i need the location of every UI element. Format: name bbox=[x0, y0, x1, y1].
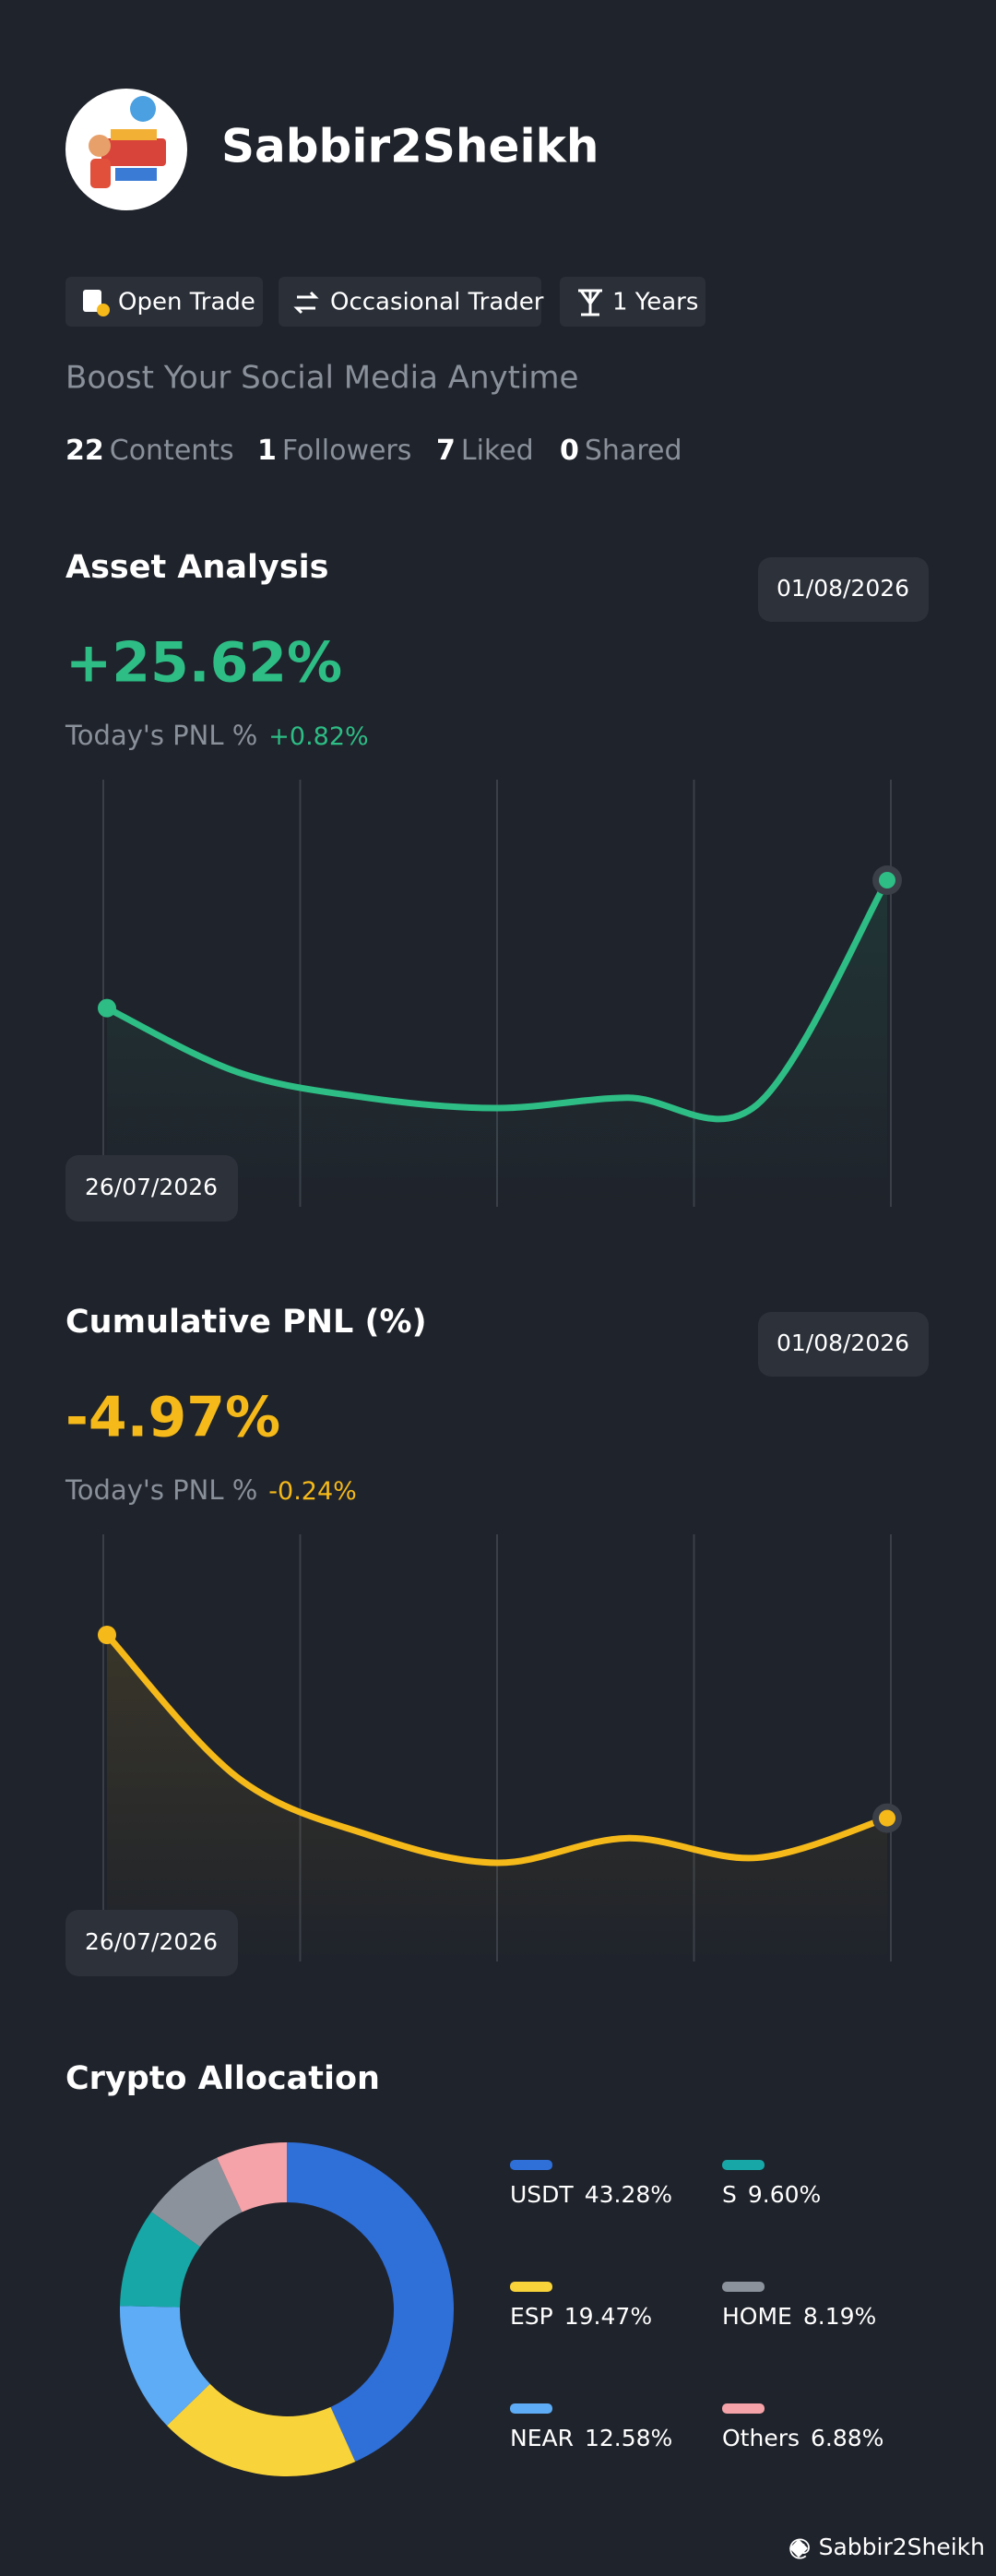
donut-slice bbox=[217, 2142, 287, 2212]
stat-value: 1 bbox=[257, 435, 277, 467]
legend-value: 6.88% bbox=[811, 2425, 883, 2451]
footer-handle: @ Sabbir2Sheikh bbox=[788, 2534, 985, 2560]
point bbox=[879, 1809, 895, 1827]
legend-entry: USDT 43.28% bbox=[510, 2181, 672, 2208]
stat-label: Shared bbox=[585, 435, 682, 467]
headline-value: -4.97% bbox=[65, 1386, 280, 1450]
date-badge bbox=[758, 1312, 929, 1377]
tag-label: 1 Years bbox=[612, 289, 698, 316]
legend-name: USDT bbox=[510, 2181, 574, 2208]
donut-slice bbox=[287, 2142, 454, 2463]
legend-value: 12.58% bbox=[585, 2425, 672, 2451]
tag-label: Occasional Trader bbox=[330, 289, 544, 316]
area bbox=[107, 880, 887, 1207]
stats: 22 Contents 1 Followers 7 Liked 0 Shared bbox=[65, 435, 682, 467]
donut-slice bbox=[151, 2157, 243, 2248]
tag: Occasional Trader bbox=[279, 277, 544, 327]
legend-swatch bbox=[510, 2160, 552, 2170]
stat-value: 0 bbox=[560, 435, 579, 467]
tag: Open Trade bbox=[65, 277, 263, 327]
point bbox=[98, 1626, 116, 1644]
footer: @ Sabbir2Sheikh bbox=[788, 2534, 985, 2560]
stat-value: 7 bbox=[436, 435, 456, 467]
legend-entry: S 9.60% bbox=[722, 2181, 821, 2208]
date-label: 26/07/2026 bbox=[85, 1928, 218, 1955]
donut-slice bbox=[120, 2212, 200, 2308]
legend-swatch bbox=[722, 2160, 765, 2170]
bio: Boost Your Social Media Anytime bbox=[65, 360, 578, 397]
avatar[interactable] bbox=[65, 89, 187, 210]
date-label: 26/07/2026 bbox=[85, 1174, 218, 1200]
headline-value: +25.62% bbox=[65, 631, 342, 696]
area bbox=[107, 1635, 887, 1962]
legend-entry: ESP 19.47% bbox=[510, 2303, 652, 2330]
stat: 0 Shared bbox=[560, 435, 682, 467]
date-badge bbox=[758, 557, 929, 622]
stat: 7 Liked bbox=[436, 435, 534, 467]
legend-name: NEAR bbox=[510, 2425, 574, 2451]
pnl-label: Today's PNL % bbox=[65, 1474, 257, 1506]
charts: Asset Analysis +25.62% Today's PNL % +0.82%… bbox=[65, 549, 929, 2476]
date-badge bbox=[65, 1910, 238, 1976]
legend-entry: HOME 8.19% bbox=[722, 2303, 876, 2330]
section-title: Crypto Allocation bbox=[65, 2060, 380, 2097]
stat-label: Contents bbox=[110, 435, 234, 467]
tag: 1 Years bbox=[560, 277, 706, 327]
stat: 1 Followers bbox=[257, 435, 411, 467]
legend-swatch bbox=[510, 2282, 552, 2292]
legend-name: S bbox=[722, 2181, 737, 2208]
legend-value: 8.19% bbox=[803, 2303, 876, 2330]
section-title: Asset Analysis bbox=[65, 549, 329, 586]
line bbox=[103, 1631, 891, 1866]
legend-swatch bbox=[722, 2403, 765, 2414]
point bbox=[879, 872, 895, 888]
legend-name: ESP bbox=[510, 2303, 553, 2330]
legend-value: 43.28% bbox=[585, 2181, 672, 2208]
pnl-change: +0.82% bbox=[268, 722, 368, 751]
date-label: 01/08/2026 bbox=[777, 575, 909, 602]
date-label: 01/08/2026 bbox=[777, 1330, 909, 1356]
legend-entry: NEAR 12.58% bbox=[510, 2425, 672, 2451]
section-title: Cumulative PNL (%) bbox=[65, 1304, 427, 1341]
legend-name: Others bbox=[722, 2425, 800, 2451]
stat-value: 22 bbox=[65, 435, 104, 467]
stat: 22 Contents bbox=[65, 435, 234, 467]
point bbox=[98, 998, 116, 1018]
tag-label: Open Trade bbox=[118, 289, 255, 316]
username: Sabbir2Sheikh bbox=[221, 120, 599, 173]
pnl-change: -0.24% bbox=[268, 1477, 357, 1506]
stat-label: Liked bbox=[461, 435, 534, 467]
pnl-line: Today's PNL % -0.24% bbox=[65, 1474, 357, 1506]
legend-swatch bbox=[510, 2403, 552, 2414]
legend-name: HOME bbox=[722, 2303, 792, 2330]
date-badge bbox=[65, 1155, 238, 1222]
legend-value: 9.60% bbox=[748, 2181, 821, 2208]
legend-entry: Others 6.88% bbox=[722, 2425, 883, 2451]
legend-swatch bbox=[722, 2282, 765, 2292]
donut-slice bbox=[120, 2306, 210, 2426]
pnl-line: Today's PNL % +0.82% bbox=[65, 720, 369, 751]
donut-slice bbox=[167, 2383, 356, 2476]
pnl-label: Today's PNL % bbox=[65, 720, 257, 751]
legend-value: 19.47% bbox=[564, 2303, 652, 2330]
stat-label: Followers bbox=[282, 435, 412, 467]
line bbox=[103, 877, 891, 1123]
